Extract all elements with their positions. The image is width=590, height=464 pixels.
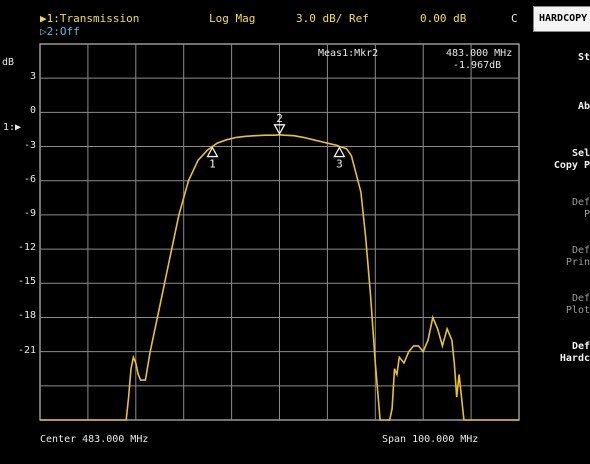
scale-label: 3.0 dB/ Ref [296, 12, 369, 25]
marker-triangle-icon [273, 124, 286, 136]
marker-readout-value: -1.967dB [453, 60, 502, 71]
softkey-6[interactable]: Def Plot [565, 293, 590, 316]
softkey-3[interactable]: Sel Copy P [553, 148, 590, 171]
y-tick-label: -6 [23, 173, 36, 185]
marker-readout-freq: 483.000 MHz [446, 48, 513, 59]
y-tick-label: -15 [17, 276, 36, 288]
y-tick-label: -21 [17, 344, 36, 356]
y-tick-label: 0 [29, 105, 36, 117]
trace-1-line [40, 133, 519, 421]
marker-triangle-icon [206, 146, 219, 158]
format-label: Log Mag [209, 12, 256, 25]
softkey-5[interactable]: Def Prin [565, 245, 590, 268]
softkey-menu-title: HARDCOPY [533, 6, 590, 32]
marker-readout-label: Meas1:Mkr2 [318, 48, 379, 59]
y-tick-label: -18 [17, 310, 36, 322]
marker-2: 2 [273, 112, 286, 136]
plot-grid [39, 43, 520, 421]
ref-value-label: 0.00 dB [420, 12, 467, 25]
marker-label: 3 [336, 158, 343, 171]
softkey-4[interactable]: Def P [571, 197, 590, 220]
channel-flag: C [511, 12, 518, 25]
y-tick-label: -3 [23, 139, 36, 151]
y-tick-label: -12 [17, 242, 36, 254]
marker-label: 1 [209, 158, 216, 171]
trace2-label[interactable]: ▷2:Off [40, 25, 80, 38]
softkey-2[interactable]: Ab [577, 101, 590, 112]
y-unit-label: dB [2, 57, 15, 68]
span-label[interactable]: Span 100.000 MHz [382, 434, 479, 445]
softkey-panel [533, 0, 590, 464]
y-tick-label: -9 [23, 207, 36, 219]
y-tick-label: 3 [29, 71, 36, 83]
softkey-7[interactable]: Def Hardc [559, 341, 590, 364]
markers-group: 1 2 3 [206, 112, 346, 171]
marker-1: 1 [206, 146, 219, 171]
marker-triangle-icon [333, 146, 346, 158]
softkey-1[interactable]: St [577, 52, 590, 63]
marker-label: 2 [276, 112, 283, 125]
ref-position-marker[interactable]: 1:▶ [3, 122, 22, 133]
trace1-label[interactable]: ▶1:Transmission [40, 12, 140, 25]
marker-3: 3 [333, 146, 346, 171]
center-freq-label[interactable]: Center 483.000 MHz [40, 434, 149, 445]
